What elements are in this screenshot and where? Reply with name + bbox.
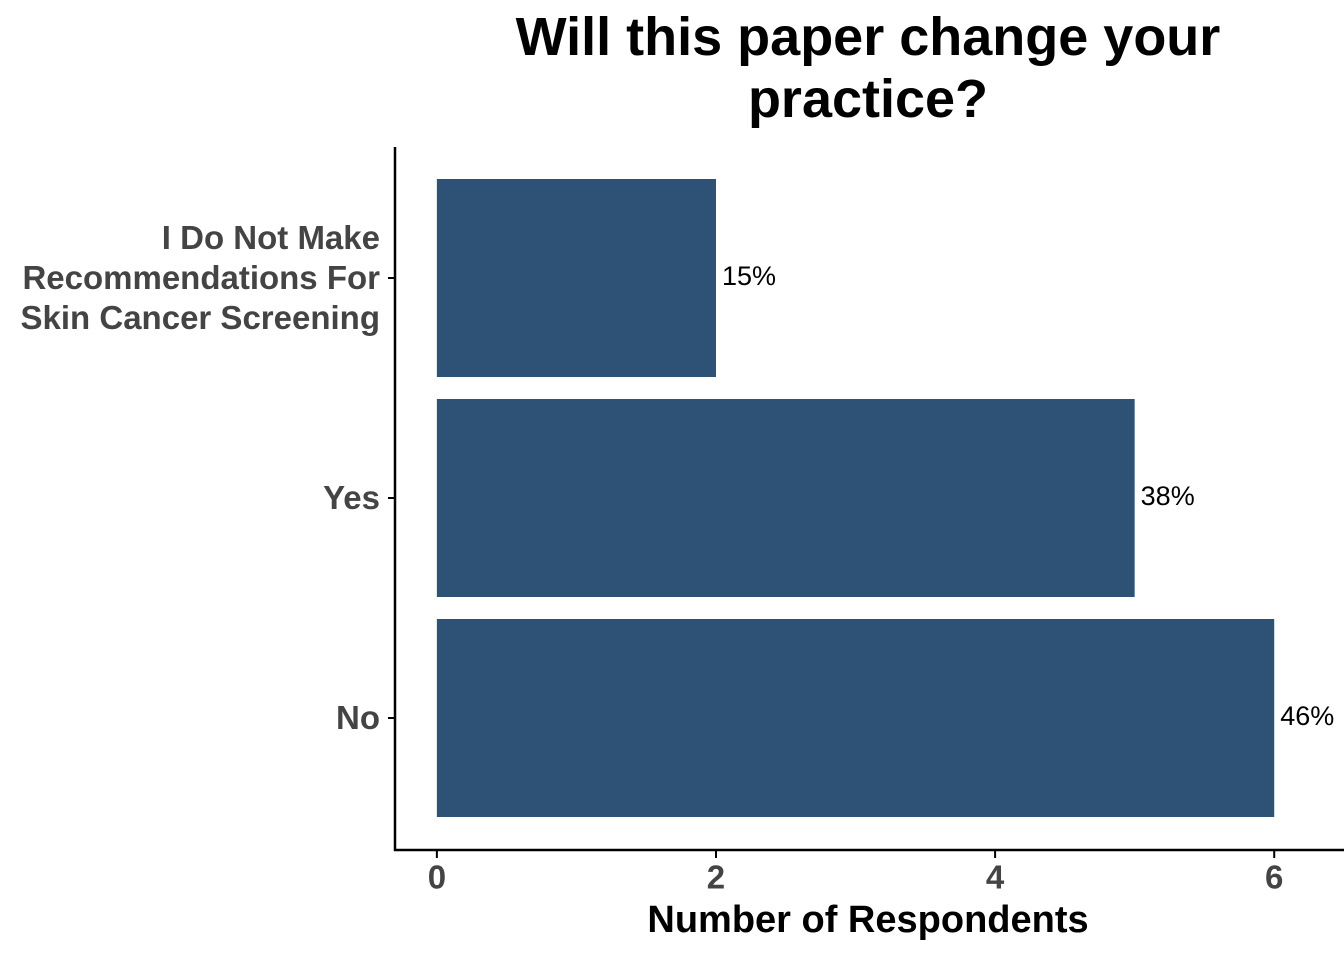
bar <box>436 399 1135 597</box>
x-tick-label: 2 <box>707 859 725 896</box>
bar <box>436 619 1275 817</box>
x-tick-label: 6 <box>1265 859 1283 896</box>
value-label: 38% <box>1141 481 1195 511</box>
bar <box>436 179 716 377</box>
x-tick-label: 4 <box>986 859 1005 896</box>
chart-title: Will this paper change your practice? <box>515 7 1221 129</box>
y-tick-label: Yes <box>323 479 380 516</box>
x-tick-label: 0 <box>428 859 446 896</box>
y-tick-label: I Do Not Make Recommendations For Skin C… <box>20 219 380 336</box>
value-label: 15% <box>722 261 776 291</box>
x-axis-title: Number of Respondents <box>647 899 1088 941</box>
y-tick-label: No <box>336 699 380 736</box>
value-label: 46% <box>1280 701 1334 731</box>
